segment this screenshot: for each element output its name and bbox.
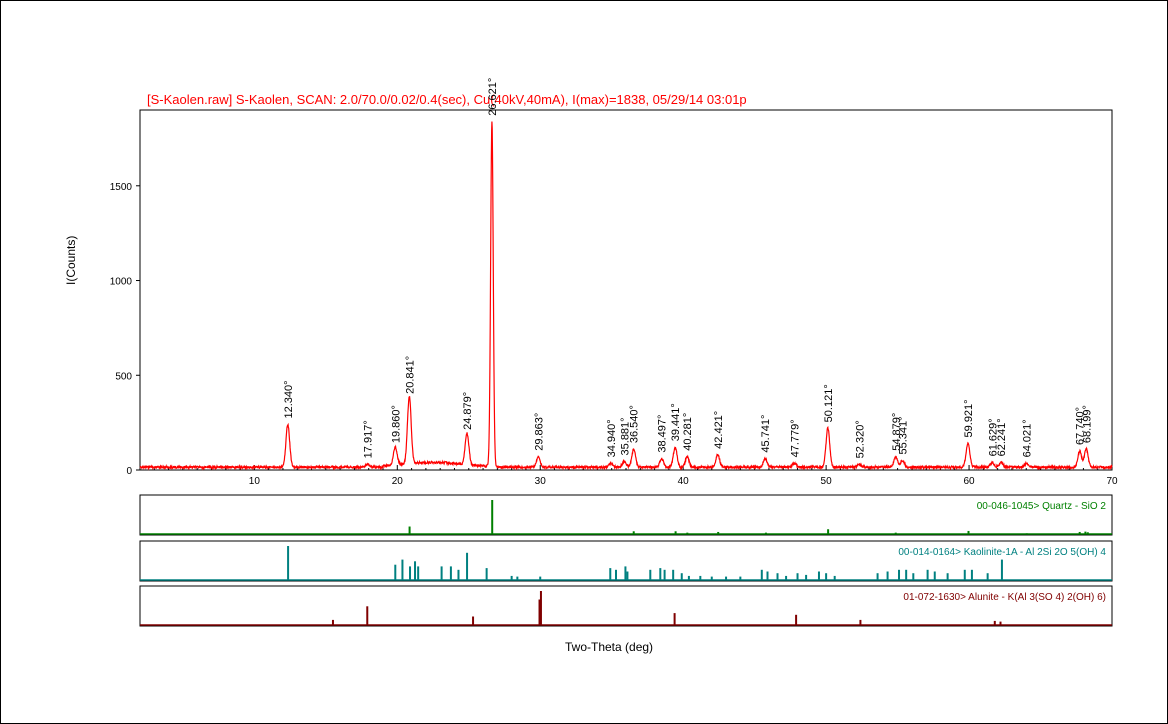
x-axis-label: Two-Theta (deg) bbox=[565, 640, 654, 654]
peak-label: 38.497° bbox=[657, 415, 669, 453]
peak-label: 36.540° bbox=[629, 405, 641, 443]
reference-label: 01-072-1630> Alunite - K(Al 3(SO 4) 2(OH… bbox=[903, 592, 1106, 603]
reference-label: 00-014-0164> Kaolinite-1A - Al 2Si 2O 5(… bbox=[898, 547, 1106, 558]
peak-label: 67.740° bbox=[1075, 407, 1087, 445]
y-tick-label: 500 bbox=[115, 371, 132, 382]
x-tick-label: 50 bbox=[821, 476, 833, 487]
peak-label: 19.860° bbox=[390, 405, 402, 443]
reference-panel bbox=[139, 540, 1113, 582]
y-tick-label: 1000 bbox=[110, 277, 133, 288]
peak-label: 26.621° bbox=[487, 78, 499, 116]
peak-label: 40.281° bbox=[682, 413, 694, 451]
y-tick-label: 1500 bbox=[110, 182, 133, 193]
peak-label: 59.921° bbox=[963, 399, 975, 437]
chart-title: [S-Kaolen.raw] S-Kaolen, SCAN: 2.0/70.0/… bbox=[147, 92, 747, 107]
peak-label: 55.341° bbox=[897, 416, 909, 454]
peak-label: 50.121° bbox=[823, 384, 835, 422]
peak-label: 29.863° bbox=[533, 413, 545, 451]
reference-label: 00-046-1045> Quartz - SiO 2 bbox=[977, 501, 1107, 512]
peak-label: 42.421° bbox=[713, 411, 725, 449]
peak-label: 34.940° bbox=[606, 419, 618, 457]
x-tick-label: 70 bbox=[1106, 476, 1118, 487]
x-tick-label: 30 bbox=[535, 476, 547, 487]
peak-label: 12.340° bbox=[283, 380, 295, 418]
peak-label: 61.629° bbox=[987, 418, 999, 456]
peak-label: 68.199° bbox=[1081, 405, 1093, 443]
peak-label: 47.779° bbox=[789, 419, 801, 457]
peak-label: 24.879° bbox=[462, 392, 474, 430]
main-plot: 0 500 1000 1500 10 20 30 40 50 60 70 12.340° 17.917°… bbox=[110, 78, 1118, 487]
y-tick-label: 0 bbox=[126, 466, 132, 477]
peak-label: 54.879° bbox=[891, 413, 903, 451]
x-tick-label: 10 bbox=[249, 476, 261, 487]
diffraction-pattern-line bbox=[139, 121, 1113, 471]
peak-label: 52.320° bbox=[854, 420, 866, 458]
peak-label: 20.841° bbox=[404, 356, 416, 394]
x-tick-label: 60 bbox=[963, 476, 975, 487]
peak-label: 17.917° bbox=[363, 420, 375, 458]
peak-label: 35.881° bbox=[619, 417, 631, 455]
reference-panel bbox=[139, 585, 1113, 627]
peak-label: 64.021° bbox=[1022, 419, 1034, 457]
peak-label: 45.741° bbox=[760, 415, 772, 453]
peak-label: 39.441° bbox=[670, 403, 682, 441]
reference-panel bbox=[139, 494, 1113, 536]
x-tick-label: 20 bbox=[392, 476, 404, 487]
x-tick-label: 40 bbox=[678, 476, 690, 487]
reference-panels: 00-046-1045> Quartz - SiO 2 00-014-0164> … bbox=[139, 494, 1113, 627]
peak-label: 62.241° bbox=[996, 418, 1008, 456]
